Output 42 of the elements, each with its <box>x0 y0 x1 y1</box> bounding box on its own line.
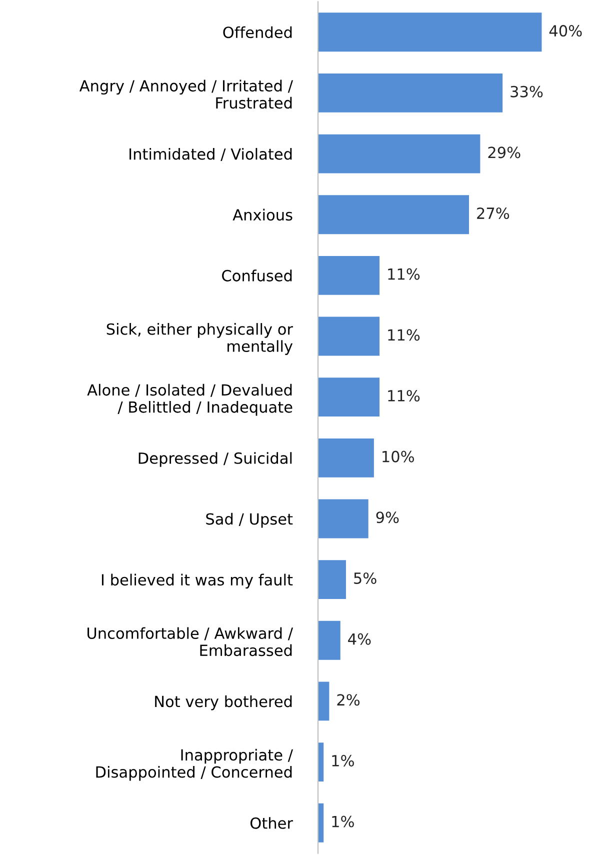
data-label: 1% <box>332 816 354 828</box>
bar <box>318 12 542 52</box>
y-tick-label: Offended <box>223 26 292 38</box>
data-label: 1% <box>332 754 354 766</box>
y-tick-label: Alone / Isolated / Devalued / Belittled / Inadequate <box>87 384 292 416</box>
bar <box>318 803 324 842</box>
y-tick-label: Intimidated / Violated <box>130 148 292 161</box>
bar <box>318 73 503 112</box>
bar <box>318 134 480 174</box>
y-tick-label: Depressed / Suicidal <box>138 452 292 467</box>
data-label: 9% <box>376 512 399 524</box>
data-label: 29% <box>488 146 520 158</box>
data-label: 11% <box>388 329 420 341</box>
bar <box>318 378 380 417</box>
data-label: 11% <box>388 390 420 402</box>
data-label: 10% <box>382 450 414 462</box>
y-tick-label: Sick, either physically or mentally <box>106 323 294 355</box>
y-tick-label: Other <box>250 817 294 829</box>
bar <box>318 620 340 660</box>
bar <box>318 195 470 234</box>
data-label: 4% <box>348 633 371 645</box>
bar <box>318 742 324 782</box>
y-tick-label: Confused <box>222 270 292 282</box>
data-label: 5% <box>354 572 376 584</box>
bar <box>318 560 346 600</box>
y-tick-label: Sad / Upset <box>206 512 293 528</box>
y-tick-label: Inappropriate / Disappointed / Concerned <box>96 748 294 781</box>
y-tick-label: Uncomfortable / Awkward / Embarassed <box>88 627 294 656</box>
bar <box>318 682 330 721</box>
y-tick-label: Angry / Annoyed / Irritated / Frustrated <box>79 80 294 109</box>
data-label: 33% <box>510 86 543 98</box>
y-tick-label: Not very bothered <box>155 695 292 710</box>
bar <box>318 256 380 295</box>
bar <box>318 316 380 356</box>
bar <box>318 499 368 538</box>
data-label: 2% <box>337 694 360 706</box>
y-tick-label: Anxious <box>232 208 292 221</box>
data-label: 40% <box>549 25 582 37</box>
data-label: 11% <box>388 268 420 280</box>
y-tick-label: I believed it was my fault <box>102 574 293 589</box>
data-label: 27% <box>477 207 510 220</box>
bar <box>318 438 374 478</box>
